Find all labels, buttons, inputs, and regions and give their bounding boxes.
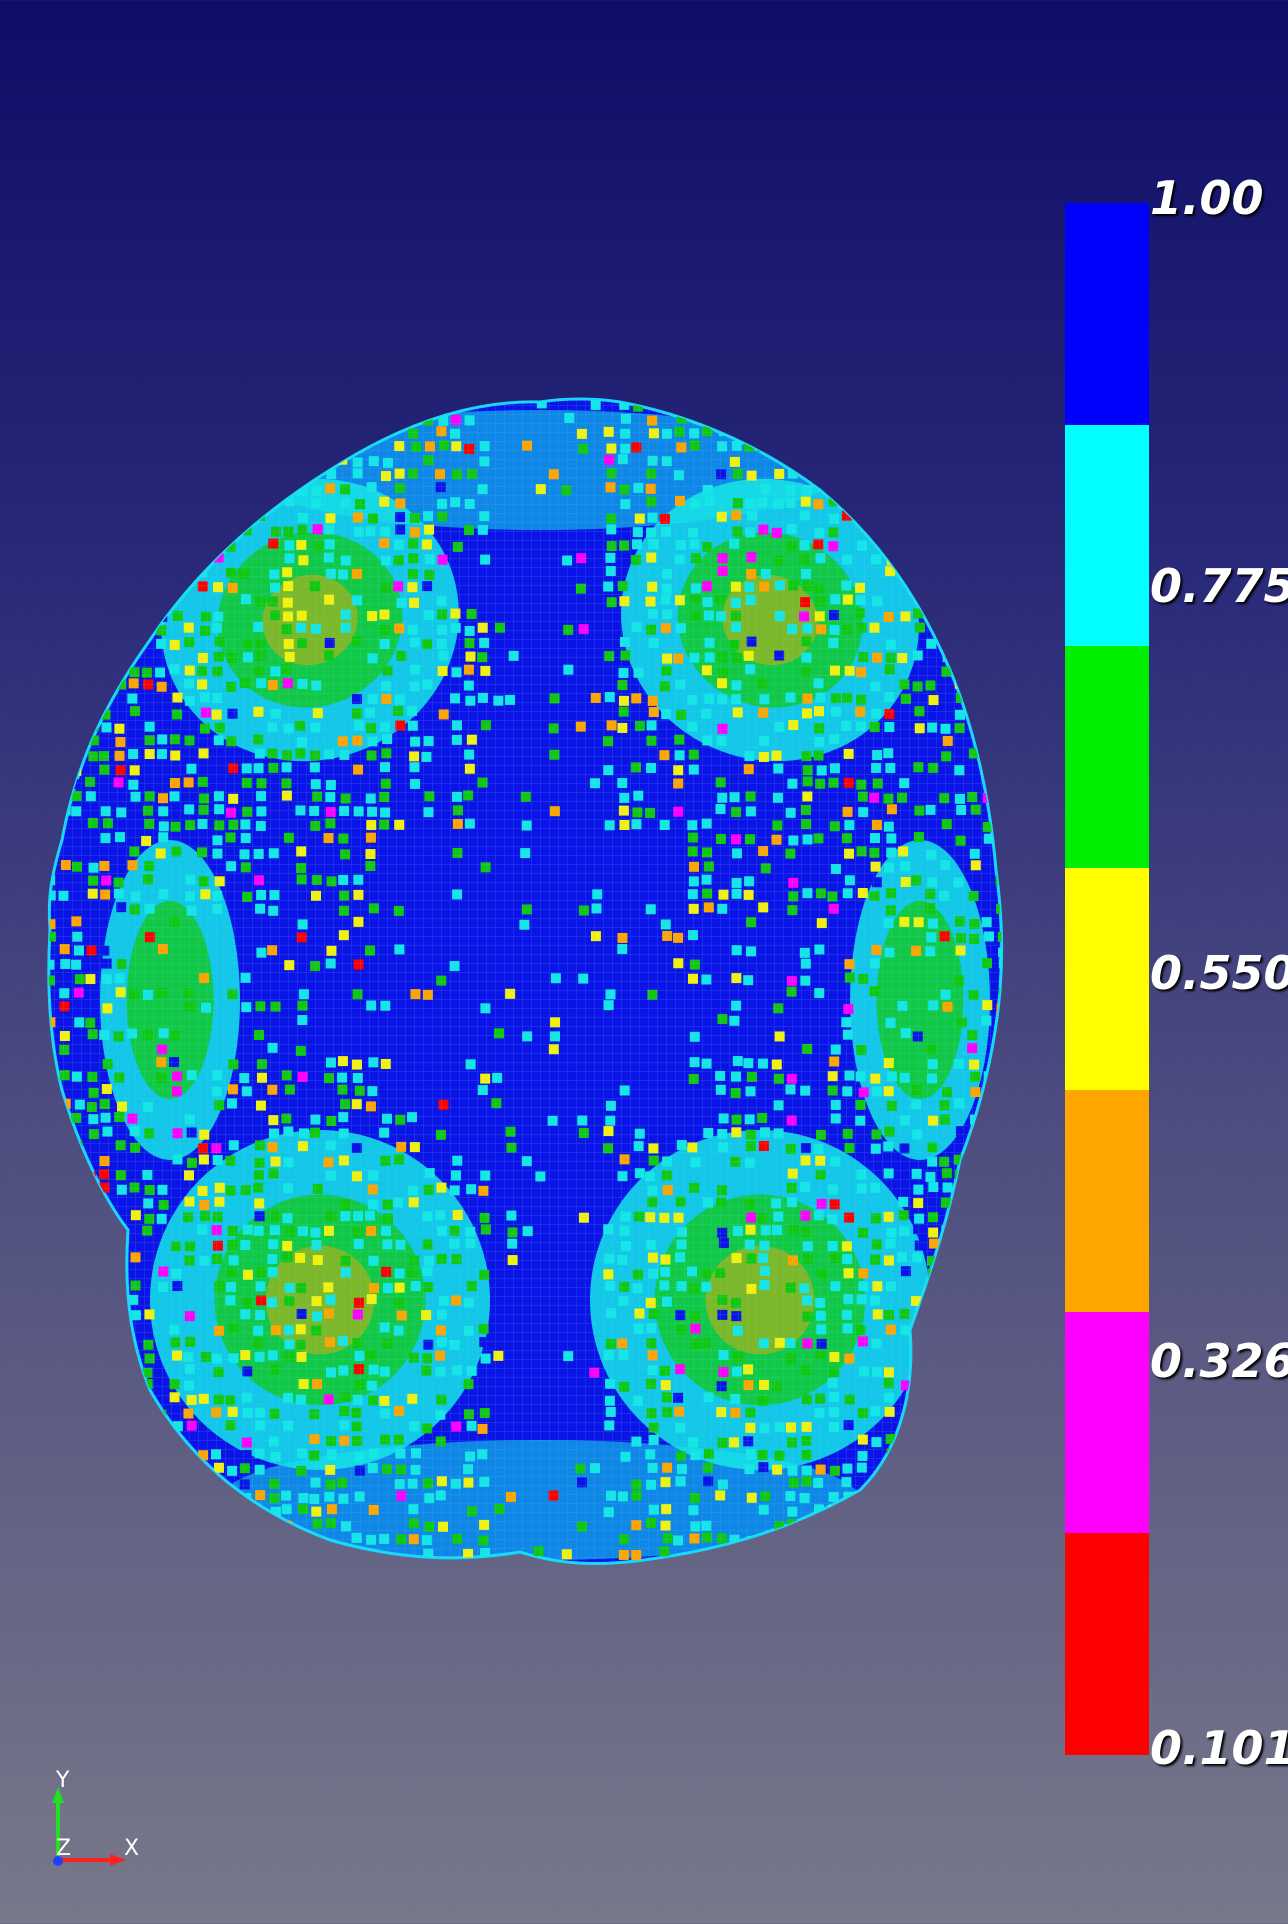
orientation-axes: [52, 1787, 126, 1866]
axis-y-arrowhead: [52, 1787, 64, 1803]
axis-x-label: X: [124, 1836, 140, 1861]
legend-band-4: [1065, 868, 1149, 1090]
axis-x-arrowhead: [110, 1854, 126, 1866]
axis-z-dot: [53, 1856, 63, 1866]
axis-y-label: Y: [56, 1768, 70, 1793]
legend-tick-4: 0.326: [1150, 1334, 1288, 1388]
legend-band-6: [1065, 1311, 1149, 1534]
axis-z-label: Z: [56, 1836, 72, 1861]
legend-band-3: [1065, 646, 1149, 869]
legend-band-1: [1065, 203, 1149, 425]
legend-band-5: [1065, 1089, 1149, 1312]
legend-tick-3: 0.550: [1150, 946, 1288, 1000]
legend-band-7: [1065, 1533, 1149, 1756]
color-legend-bar: [1065, 203, 1149, 1756]
legend-band-2: [1065, 424, 1149, 647]
legend-tick-5: 0.101: [1150, 1721, 1288, 1775]
legend-tick-2: 0.775: [1150, 559, 1288, 613]
legend-tick-1: 1.00: [1150, 171, 1264, 225]
